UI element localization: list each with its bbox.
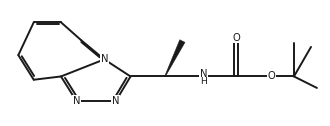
Polygon shape [165,40,185,77]
Text: O: O [268,71,276,81]
Text: N: N [101,54,108,64]
Text: N: N [112,96,119,106]
Text: O: O [232,33,240,43]
Text: N: N [200,69,208,80]
Text: H: H [200,77,207,86]
Text: N: N [73,96,80,106]
